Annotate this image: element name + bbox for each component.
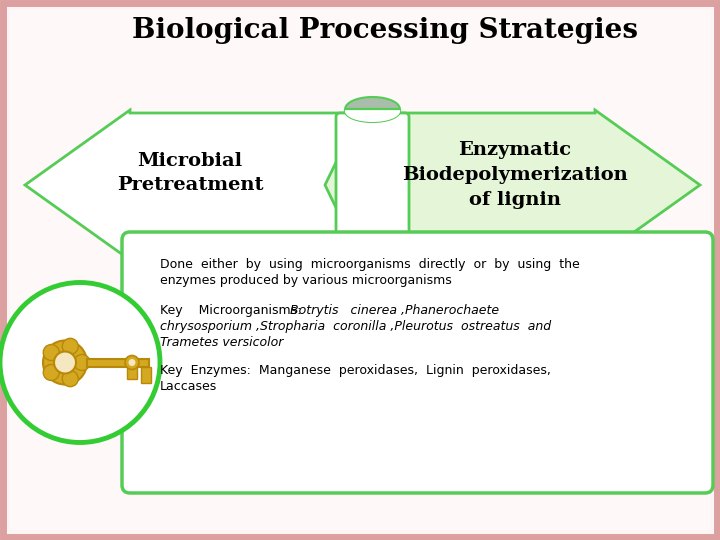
Circle shape [128, 359, 135, 366]
FancyBboxPatch shape [336, 113, 409, 257]
Circle shape [125, 355, 139, 369]
Ellipse shape [345, 100, 400, 122]
Circle shape [0, 282, 160, 442]
Ellipse shape [345, 100, 400, 122]
Text: chrysosporium ,Stropharia  coronilla ,Pleurotus  ostreatus  and: chrysosporium ,Stropharia coronilla ,Ple… [160, 320, 551, 333]
Text: Botrytis   cinerea ,Phanerochaete: Botrytis cinerea ,Phanerochaete [290, 304, 499, 317]
Polygon shape [325, 110, 700, 260]
Circle shape [62, 370, 78, 387]
Circle shape [54, 352, 76, 374]
Text: Key  Enzymes:  Manganese  peroxidases,  Lignin  peroxidases,: Key Enzymes: Manganese peroxidases, Lign… [160, 364, 551, 377]
Text: Microbial
Pretreatment: Microbial Pretreatment [117, 152, 264, 194]
FancyBboxPatch shape [127, 367, 137, 379]
Circle shape [43, 345, 59, 361]
Text: Laccases: Laccases [160, 380, 217, 393]
Circle shape [62, 339, 78, 354]
Text: Done  either  by  using  microorganisms  directly  or  by  using  the: Done either by using microorganisms dire… [160, 258, 580, 271]
FancyBboxPatch shape [141, 367, 151, 382]
FancyBboxPatch shape [87, 359, 149, 367]
Text: Biological Processing Strategies: Biological Processing Strategies [132, 17, 638, 44]
Circle shape [43, 341, 87, 384]
FancyBboxPatch shape [122, 232, 713, 493]
Text: enzymes produced by various microorganisms: enzymes produced by various microorganis… [160, 274, 451, 287]
Text: Key    Microorganisms:: Key Microorganisms: [160, 304, 313, 317]
Text: Enzymatic
Biodepolymerization
of lignin: Enzymatic Biodepolymerization of lignin [402, 141, 628, 209]
FancyBboxPatch shape [10, 10, 710, 530]
Polygon shape [345, 97, 400, 109]
Circle shape [74, 354, 90, 370]
Text: Trametes versicolor: Trametes versicolor [160, 336, 284, 349]
FancyBboxPatch shape [3, 3, 717, 537]
Circle shape [43, 364, 59, 381]
Polygon shape [25, 110, 395, 260]
